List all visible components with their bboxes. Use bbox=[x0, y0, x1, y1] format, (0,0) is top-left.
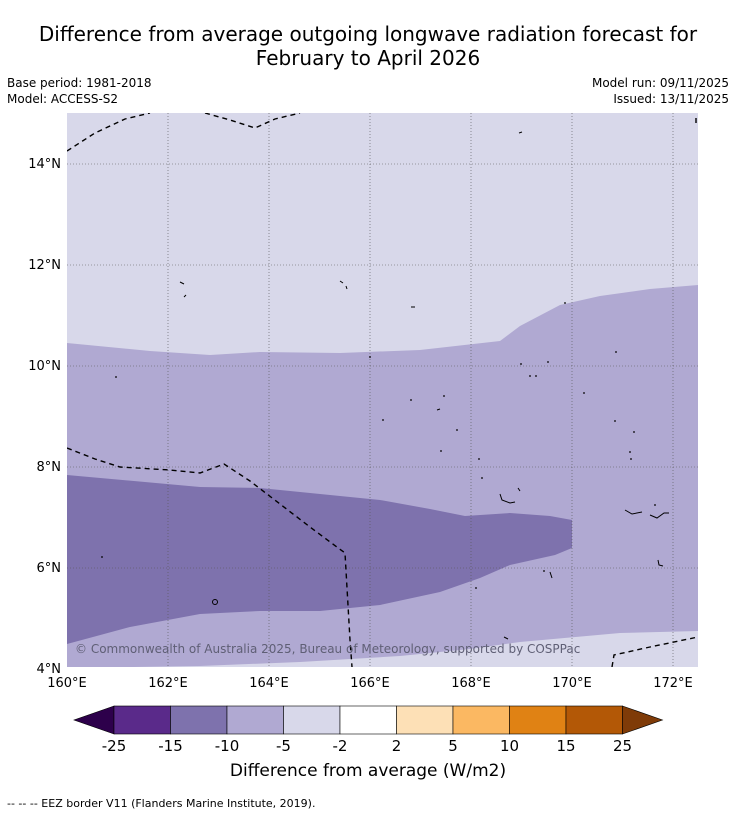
y-tick-6n: 6°N bbox=[37, 561, 62, 576]
colorbar-arrow-low bbox=[73, 705, 115, 735]
x-tick-160e: 160°E bbox=[47, 676, 87, 691]
colorbar-tick-label: 25 bbox=[612, 737, 633, 755]
y-tick-12n: 12°N bbox=[28, 258, 61, 273]
meta-right: Model run: 09/11/2025 Issued: 13/11/2025 bbox=[592, 75, 729, 107]
issued-date: Issued: 13/11/2025 bbox=[613, 92, 729, 106]
eez-legend: -- -- -- EEZ border V11 (Flanders Marine… bbox=[7, 797, 316, 810]
band-minus-10-to-15 bbox=[67, 475, 572, 644]
map-area bbox=[67, 113, 698, 667]
colorbar-segment bbox=[339, 705, 397, 735]
base-period: Base period: 1981-2018 bbox=[7, 76, 152, 90]
colorbar bbox=[73, 705, 664, 735]
colorbar-tick-label: -2 bbox=[332, 737, 348, 755]
gridlines bbox=[67, 113, 698, 667]
islands bbox=[179, 131, 669, 640]
x-tick-168e: 168°E bbox=[451, 676, 491, 691]
colorbar-tick-label: -10 bbox=[214, 737, 240, 755]
colorbar-tick-label: 5 bbox=[448, 737, 458, 755]
colorbar-segment bbox=[283, 705, 341, 735]
colorbar-segment bbox=[226, 705, 284, 735]
x-tick-164e: 164°E bbox=[249, 676, 289, 691]
colorbar-segment bbox=[452, 705, 510, 735]
copyright-notice: © Commonwealth of Australia 2025, Bureau… bbox=[75, 642, 580, 656]
y-axis-labels: 14°N 12°N 10°N 8°N 6°N 4°N bbox=[28, 157, 61, 677]
colorbar-tick-label: -5 bbox=[276, 737, 291, 755]
eez-borders bbox=[67, 113, 698, 667]
y-tick-14n: 14°N bbox=[28, 157, 61, 172]
colorbar-segment bbox=[396, 705, 454, 735]
colorbar-arrow-high bbox=[622, 705, 664, 735]
title-line-1: Difference from average outgoing longwav… bbox=[38, 22, 698, 46]
colorbar-tick-label: -15 bbox=[158, 737, 183, 755]
colorbar-title: Difference from average (W/m2) bbox=[229, 761, 507, 781]
y-tick-10n: 10°N bbox=[28, 359, 61, 374]
colorbar-segment bbox=[113, 705, 171, 735]
colorbar-segment bbox=[170, 705, 228, 735]
model-run: Model run: 09/11/2025 bbox=[591, 76, 729, 90]
colorbar-tick-label: 2 bbox=[391, 737, 402, 755]
x-tick-162e: 162°E bbox=[148, 676, 188, 691]
x-tick-170e: 170°E bbox=[552, 676, 592, 691]
colorbar-tick-label: -25 bbox=[101, 737, 127, 755]
meta-left: Base period: 1981-2018 Model: ACCESS-S2 bbox=[7, 75, 152, 107]
colorbar-segment bbox=[565, 705, 623, 735]
colorbar-tick-label: 15 bbox=[556, 737, 576, 755]
small-islets bbox=[101, 302, 656, 589]
x-tick-172e: 172°E bbox=[653, 676, 693, 691]
y-tick-8n: 8°N bbox=[37, 460, 62, 475]
x-axis-labels: 160°E 162°E 164°E 166°E 168°E 170°E 172°… bbox=[47, 676, 693, 691]
colorbar-segment bbox=[509, 705, 567, 735]
y-tick-4n: 4°N bbox=[37, 662, 62, 677]
title-line-2: February to April 2026 bbox=[255, 46, 481, 70]
chart-title: Difference from average outgoing longwav… bbox=[0, 22, 736, 70]
x-tick-166e: 166°E bbox=[350, 676, 390, 691]
model-name: Model: ACCESS-S2 bbox=[7, 92, 119, 106]
colorbar-tick-label: 10 bbox=[499, 737, 520, 755]
